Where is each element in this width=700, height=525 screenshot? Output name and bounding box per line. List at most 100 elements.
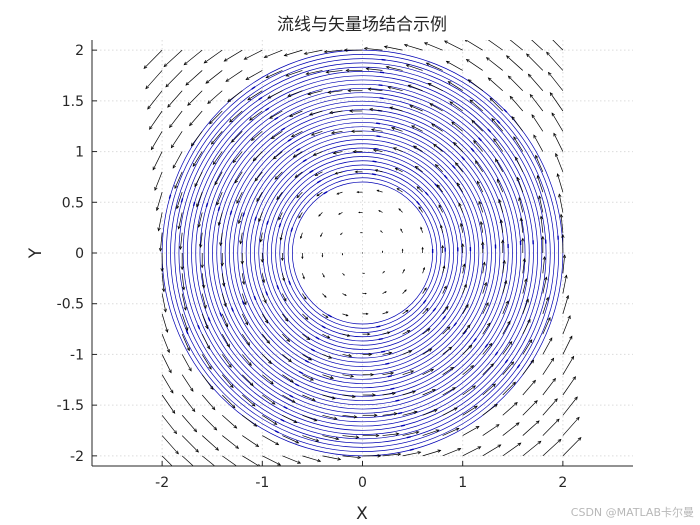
vector-arrow (396, 188, 403, 193)
vector-arrowhead (574, 396, 578, 401)
vector-arrowhead (410, 370, 415, 374)
streamline (212, 100, 513, 406)
vector-arrow (214, 171, 223, 185)
vector-arrowhead (525, 298, 529, 303)
vector-arrowhead (569, 335, 573, 340)
streamline-arrow (398, 412, 403, 415)
streamline (283, 173, 442, 333)
vector-arrow (234, 171, 243, 184)
vector-arrow (282, 435, 299, 444)
vector-arrowhead (552, 377, 556, 382)
vector-arrowhead (329, 110, 333, 115)
vector-arrow (172, 151, 183, 169)
vector-arrowhead (271, 401, 276, 405)
vector-arrow (402, 330, 410, 335)
vector-arrowhead (507, 75, 512, 80)
y-tick-label: 1.5 (62, 94, 84, 110)
vector-arrowhead (553, 132, 557, 137)
vector-arrow (221, 333, 230, 348)
vector-arrow (402, 391, 416, 396)
vector-arrow (294, 171, 303, 178)
streamline-arrow (274, 116, 279, 121)
streamline-arrow (242, 212, 245, 217)
streamline-arrow (265, 291, 269, 296)
vector-arrow (502, 341, 513, 355)
streamline-arrow (192, 201, 196, 207)
vector-arrow (171, 131, 183, 148)
vector-arrow (201, 435, 219, 451)
vector-arrowhead (246, 341, 250, 346)
streamline (203, 92, 522, 414)
streamline-arrow (503, 108, 508, 113)
vector-arrow (535, 155, 544, 172)
watermark: CSDN @MATLAB卡尔曼 (571, 506, 694, 519)
vector-arrowhead (311, 397, 316, 401)
streamline-arrow (484, 343, 489, 348)
vector-arrowhead (368, 352, 373, 357)
vector-arrowhead (230, 139, 235, 143)
vector-arrowhead (263, 54, 268, 59)
vector-arrow (442, 286, 447, 294)
vector-arrowhead (294, 174, 299, 178)
vector-arrowhead (455, 427, 460, 431)
vector-arrowhead (529, 93, 534, 98)
vector-arrow (473, 140, 483, 152)
vector-arrow (386, 66, 403, 71)
vector-arrowhead (343, 48, 348, 52)
vector-arrow (242, 374, 254, 386)
vector-arrow (462, 385, 476, 396)
vector-arrowhead (185, 81, 190, 86)
vector-arrowhead (197, 469, 200, 472)
vector-arrowhead (225, 78, 230, 82)
vector-arrowhead (189, 122, 193, 127)
vector-arrowhead (280, 257, 284, 262)
vector-arrow (495, 158, 504, 173)
vector-arrowhead (306, 336, 311, 341)
vector-arrowhead (549, 92, 554, 96)
vector-arrowhead (411, 125, 415, 129)
vector-arrowhead (539, 215, 544, 220)
vector-arrowhead (485, 302, 489, 307)
vector-arrowhead (325, 70, 330, 74)
vector-arrowhead (471, 119, 476, 124)
vector-arrowhead (398, 208, 401, 211)
vector-arrow (316, 191, 323, 197)
streamline-arrow (296, 148, 301, 152)
vector-arrowhead (211, 406, 216, 411)
vector-arrow (342, 354, 352, 357)
vector-arrowhead (418, 206, 422, 210)
vector-arrowhead (166, 349, 170, 354)
vector-arrowhead (252, 157, 257, 162)
vector-arrowhead (487, 322, 491, 327)
vector-arrowhead (240, 260, 244, 265)
vector-arrow (562, 396, 578, 416)
vector-arrow (542, 317, 551, 335)
vector-arrow (302, 414, 317, 422)
vector-arrowhead (473, 405, 478, 410)
vector-arrowhead (476, 180, 481, 185)
vector-arrowhead (457, 447, 462, 452)
vector-arrow (262, 435, 279, 446)
vector-arrowhead (448, 346, 453, 351)
vector-arrowhead (178, 246, 183, 250)
vector-arrowhead (149, 126, 153, 130)
vector-arrow (369, 108, 383, 112)
vector-arrowhead (449, 101, 454, 105)
vector-arrow (322, 374, 334, 379)
vector-arrowhead (167, 103, 171, 108)
vector-arrow (236, 191, 243, 204)
vector-arrowhead (154, 186, 158, 191)
vector-arrow (161, 455, 173, 466)
x-tick-label: 1 (458, 475, 467, 491)
vector-arrowhead (475, 426, 480, 430)
vector-arrowhead (556, 173, 560, 178)
vector-arrowhead (287, 93, 292, 97)
vector-arrow (522, 400, 538, 416)
vector-arrow (522, 339, 533, 355)
vector-arrowhead (469, 99, 474, 104)
streamline-arrow (376, 135, 381, 138)
streamline-arrow (323, 191, 328, 195)
vector-arrowhead (285, 73, 290, 77)
vector-arrowhead (190, 142, 195, 147)
vector-arrow (302, 354, 312, 361)
